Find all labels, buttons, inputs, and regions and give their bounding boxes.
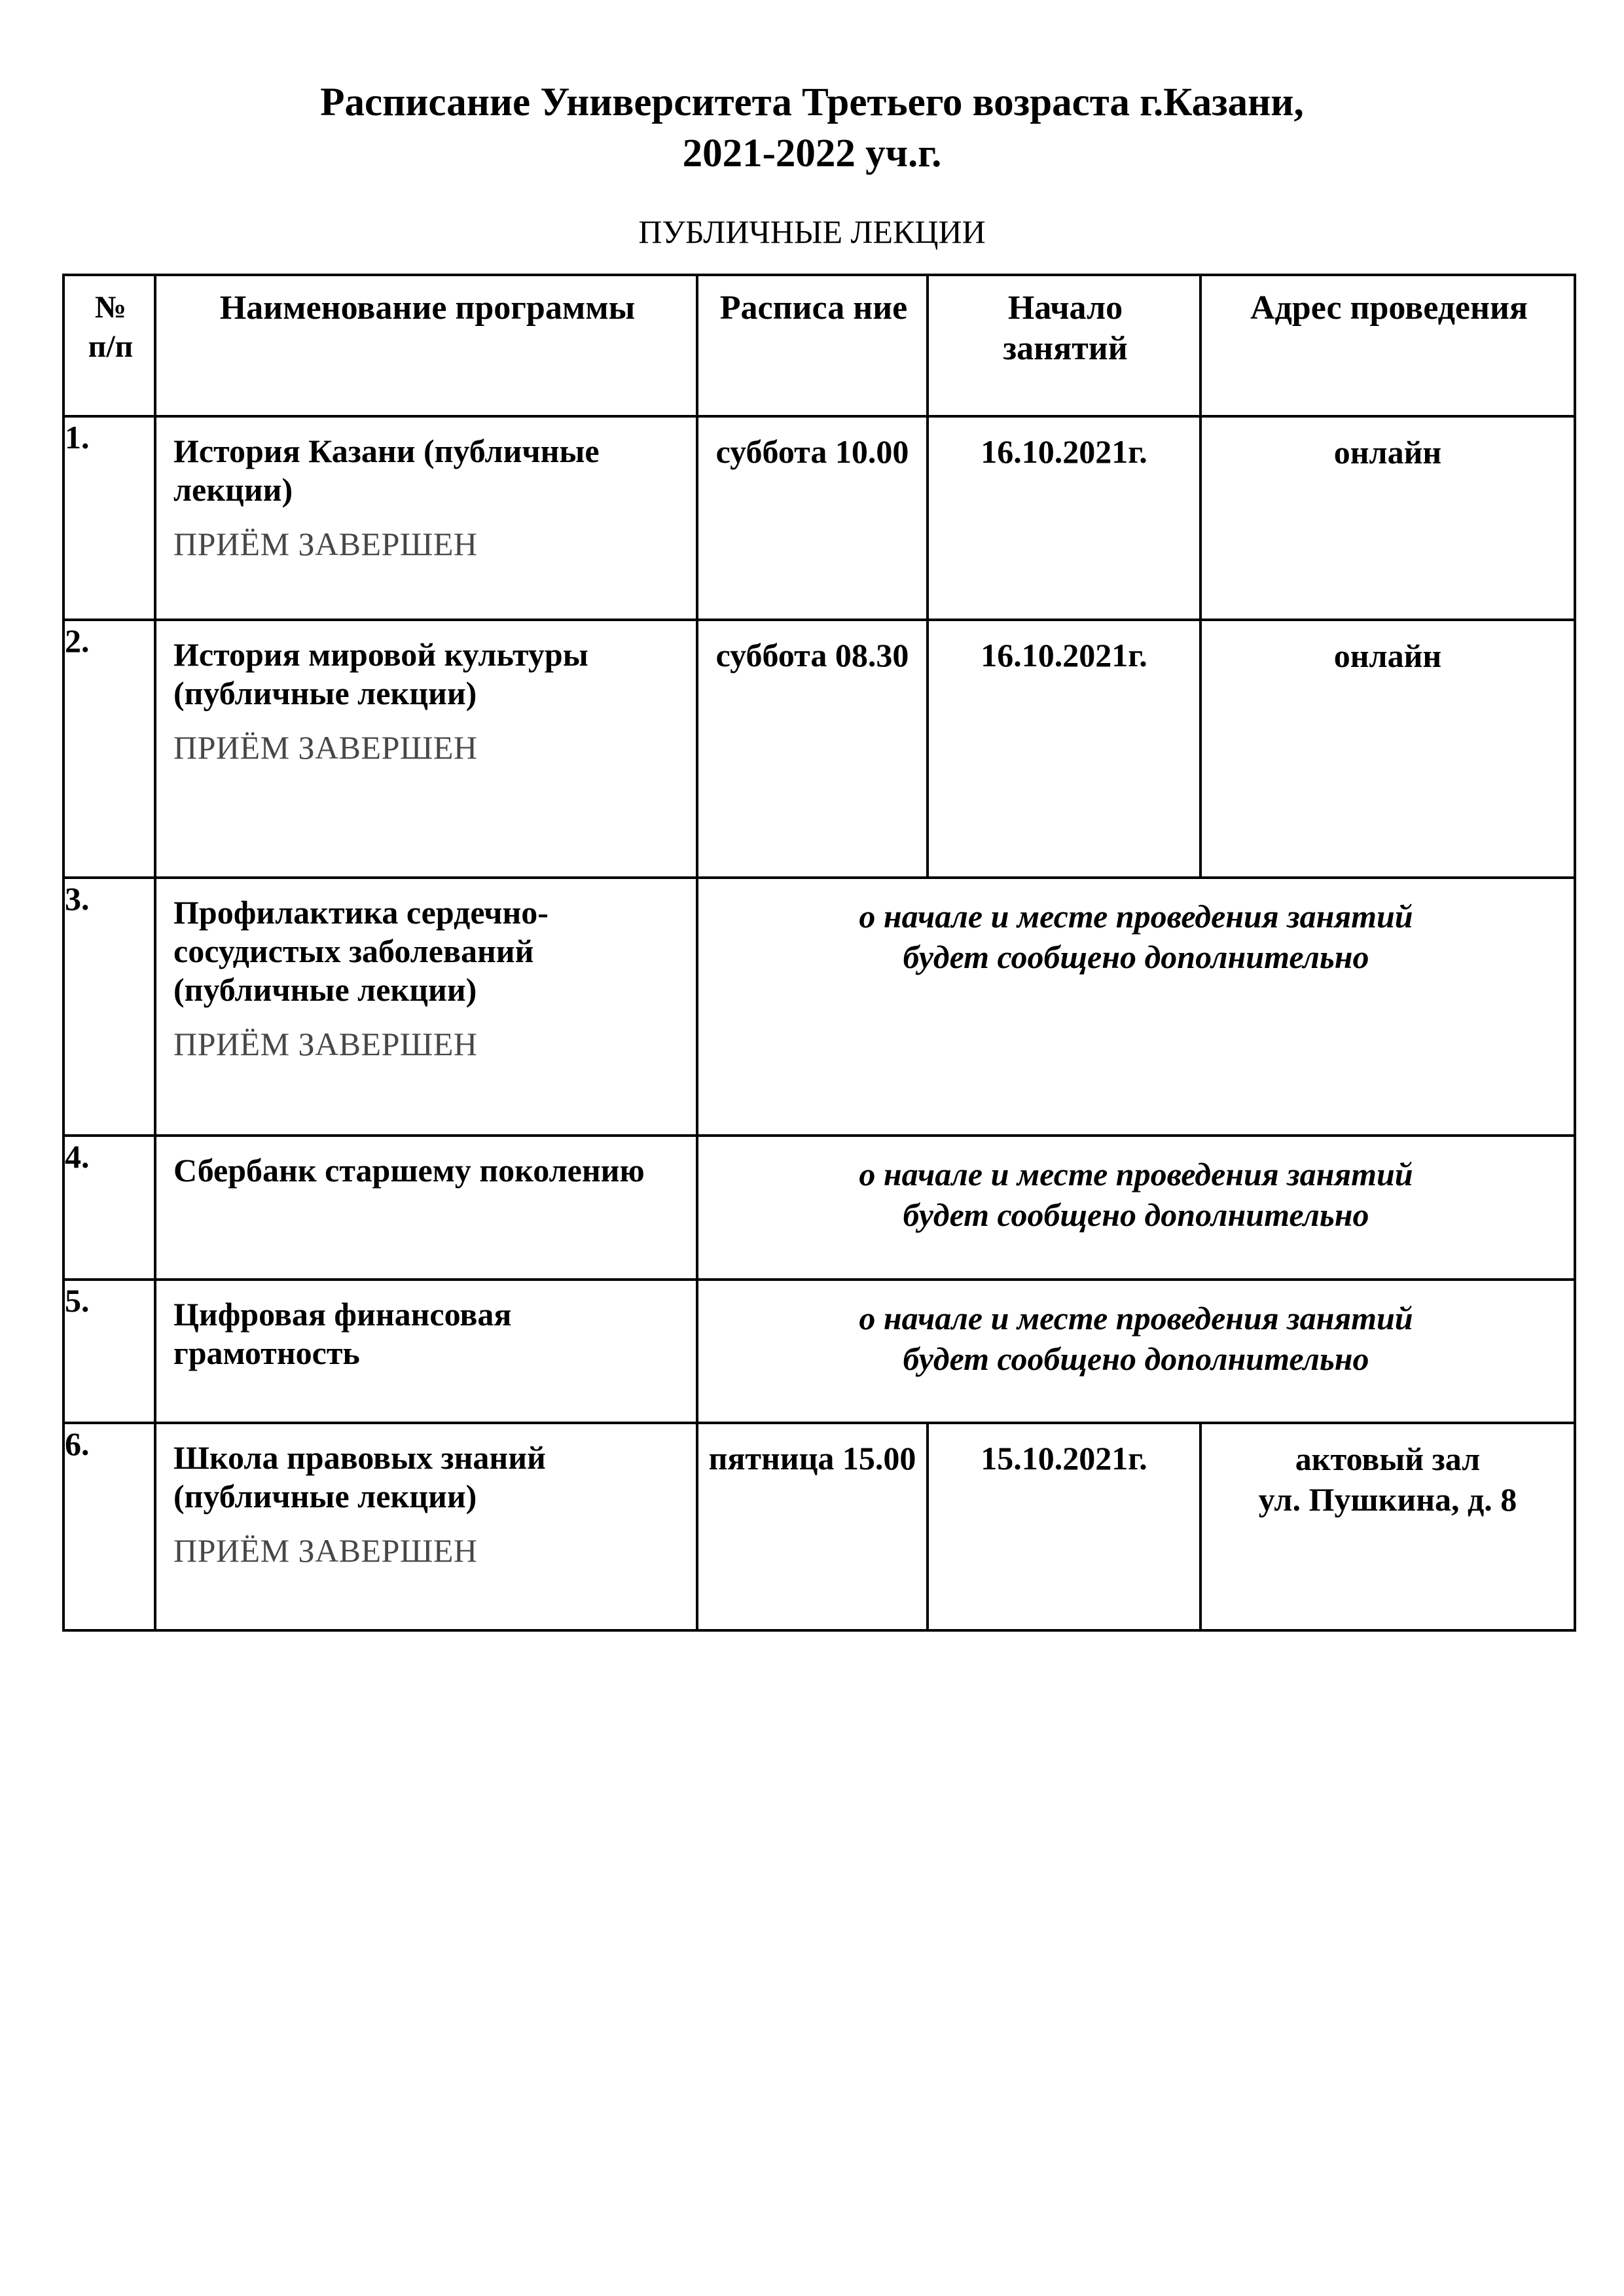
row-schedule: пятница 15.00: [696, 1422, 929, 1632]
col-header-schedule-line1: Расписа: [719, 289, 845, 327]
address-line2: ул. Пушкина, д. 8: [1258, 1481, 1517, 1518]
row-address: онлайн: [1199, 619, 1576, 879]
table-row: 5. Цифровая финансовая грамотность о нач…: [62, 1278, 1576, 1424]
row-start-date: 16.10.2021г.: [926, 619, 1202, 879]
tbd-note-line2: будет сообщено дополнительно: [903, 1340, 1369, 1377]
col-header-number-line2: п/п: [88, 329, 134, 364]
schedule-table: № п/п Наименование программы Расписа ние: [62, 274, 1576, 1632]
table-row: 6. Школа правовых знаний (публичные лекц…: [62, 1422, 1576, 1632]
schedule-day: суббота: [715, 637, 827, 673]
row-program-name: История Казани (публичные лекции) ПРИЁМ …: [154, 415, 698, 621]
col-header-number-line1: №: [94, 290, 127, 325]
start-date-value: 16.10.2021г.: [981, 637, 1147, 673]
col-header-name-line2: программы: [455, 289, 636, 327]
col-header-schedule-line2: ние: [853, 289, 908, 327]
schedule-time: 08.30: [835, 637, 909, 673]
program-name-line1: Профилактика сердечно-: [173, 894, 549, 931]
row-tbd-note: о начале и месте проведения занятий буде…: [696, 876, 1576, 1137]
col-header-start-date: Начало занятий: [926, 274, 1202, 418]
table-row: 1. История Казани (публичные лекции) ПРИ…: [62, 415, 1576, 621]
program-name-line2: сосудистых заболеваний: [173, 933, 534, 969]
address-line1: онлайн: [1333, 434, 1442, 471]
start-date-value: 16.10.2021г.: [981, 433, 1147, 470]
row-start-date: 15.10.2021г.: [926, 1422, 1202, 1632]
table-row: 3. Профилактика сердечно- сосудистых заб…: [62, 876, 1576, 1137]
schedule-day: пятница: [708, 1440, 835, 1477]
col-header-start-line2: занятий: [1003, 330, 1128, 367]
title-line-2: 2021-2022 уч.г.: [682, 132, 942, 175]
status-badge-closed: ПРИЁМ ЗАВЕРШЕН: [173, 729, 478, 766]
schedule-time: 15.00: [842, 1440, 916, 1477]
col-header-schedule: Расписа ние: [696, 274, 929, 418]
row-program-name: Профилактика сердечно- сосудистых заболе…: [154, 876, 698, 1137]
row-number: 4.: [62, 1134, 156, 1281]
program-name-line3: (публичные лекции): [173, 675, 477, 711]
page-subtitle: ПУБЛИЧНЫЕ ЛЕКЦИИ: [638, 213, 986, 250]
tbd-note-line1: о начале и месте проведения занятий: [859, 898, 1413, 935]
program-name-line2: (публичные лекции): [173, 1478, 477, 1515]
program-name-line3: (публичные лекции): [173, 971, 477, 1008]
table-header-row: № п/п Наименование программы Расписа ние: [62, 274, 1576, 418]
row-number: 5.: [62, 1278, 156, 1424]
row-number: 3.: [62, 876, 156, 1137]
row-program-name: История мировой культуры (публичные лекц…: [154, 619, 698, 879]
row-program-name: Цифровая финансовая грамотность: [154, 1278, 698, 1424]
table-row: 2. История мировой культуры (публичные л…: [62, 619, 1576, 879]
row-program-name: Школа правовых знаний (публичные лекции)…: [154, 1422, 698, 1632]
program-name-line1: Школа правовых знаний: [173, 1439, 546, 1476]
col-header-program-name: Наименование программы: [154, 274, 698, 418]
row-schedule: суббота 08.30: [696, 619, 929, 879]
program-name-line1: Цифровая финансовая: [173, 1296, 512, 1333]
tbd-note-line2: будет сообщено дополнительно: [903, 1196, 1369, 1233]
table-row: 4. Сбербанк старшему поколению о начале …: [62, 1134, 1576, 1281]
tbd-note-line2: будет сообщено дополнительно: [903, 939, 1369, 975]
program-name-line1: Сбербанк старшему: [173, 1152, 471, 1189]
page-title: Расписание Университета Третьего возраст…: [0, 77, 1624, 179]
program-name-line2: поколению: [479, 1152, 645, 1189]
program-name-line2: (публичные лекции): [173, 433, 600, 508]
address-line1: актовый зал: [1295, 1441, 1481, 1477]
col-header-number: № п/п: [62, 274, 156, 418]
status-badge-closed: ПРИЁМ ЗАВЕРШЕН: [173, 1026, 478, 1062]
col-header-address-line2: проведения: [1350, 289, 1528, 327]
row-address: актовый зал ул. Пушкина, д. 8: [1199, 1422, 1576, 1632]
row-address: онлайн: [1199, 415, 1576, 621]
col-header-address-line1: Адрес: [1250, 289, 1342, 327]
row-number: 2.: [62, 619, 156, 879]
row-program-name: Сбербанк старшему поколению: [154, 1134, 698, 1281]
program-name-line1: История Казани: [173, 433, 416, 469]
program-name-line2: культуры: [444, 636, 588, 673]
address-line1: онлайн: [1333, 637, 1442, 674]
start-date-value: 15.10.2021г.: [981, 1440, 1147, 1477]
row-start-date: 16.10.2021г.: [926, 415, 1202, 621]
col-header-address: Адрес проведения: [1199, 274, 1576, 418]
schedule-day: суббота: [715, 433, 827, 470]
status-badge-closed: ПРИЁМ ЗАВЕРШЕН: [173, 1532, 478, 1569]
row-schedule: суббота 10.00: [696, 415, 929, 621]
row-number: 1.: [62, 415, 156, 621]
row-number: 6.: [62, 1422, 156, 1632]
tbd-note-line1: о начале и месте проведения занятий: [859, 1300, 1413, 1336]
col-header-start-line1: Начало: [1007, 289, 1123, 327]
row-tbd-note: о начале и месте проведения занятий буде…: [696, 1278, 1576, 1424]
col-header-name-line1: Наименование: [219, 289, 447, 327]
status-badge-closed: ПРИЁМ ЗАВЕРШЕН: [173, 526, 478, 562]
title-line-1: Расписание Университета Третьего возраст…: [320, 81, 1304, 124]
program-name-line1: История мировой: [173, 636, 437, 673]
schedule-time: 10.00: [835, 433, 909, 470]
row-tbd-note: о начале и месте проведения занятий буде…: [696, 1134, 1576, 1281]
tbd-note-line1: о начале и месте проведения занятий: [859, 1156, 1413, 1193]
program-name-line2: грамотность: [173, 1335, 360, 1371]
